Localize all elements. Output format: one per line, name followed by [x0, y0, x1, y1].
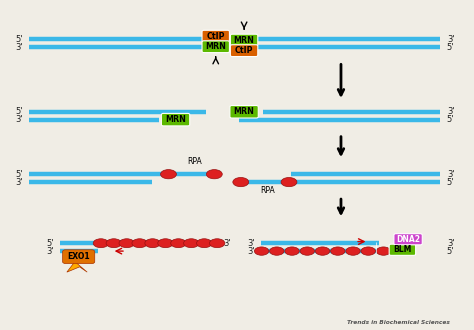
- FancyBboxPatch shape: [161, 114, 190, 126]
- Ellipse shape: [119, 239, 135, 248]
- Ellipse shape: [197, 239, 212, 248]
- Text: EXO1: EXO1: [67, 252, 90, 261]
- Ellipse shape: [376, 247, 391, 255]
- Ellipse shape: [300, 247, 314, 255]
- Text: 5': 5': [447, 115, 455, 124]
- Text: Trends in Biochemical Sciences: Trends in Biochemical Sciences: [347, 320, 450, 325]
- Ellipse shape: [93, 239, 109, 248]
- Text: MRN: MRN: [205, 42, 226, 51]
- Ellipse shape: [206, 170, 222, 179]
- Ellipse shape: [171, 239, 186, 248]
- Text: MRN: MRN: [234, 36, 255, 45]
- Text: 3': 3': [15, 43, 22, 52]
- Text: 3': 3': [15, 115, 22, 124]
- Ellipse shape: [132, 239, 147, 248]
- Text: 3': 3': [447, 35, 455, 44]
- Ellipse shape: [330, 247, 345, 255]
- Text: RPA: RPA: [260, 185, 275, 195]
- Text: 5': 5': [447, 247, 455, 256]
- FancyBboxPatch shape: [63, 250, 95, 264]
- Text: MRN: MRN: [165, 115, 186, 124]
- Ellipse shape: [158, 239, 173, 248]
- Ellipse shape: [106, 239, 121, 248]
- FancyBboxPatch shape: [389, 244, 416, 255]
- Ellipse shape: [255, 247, 269, 255]
- FancyBboxPatch shape: [202, 30, 229, 42]
- Ellipse shape: [281, 178, 297, 187]
- Text: 5': 5': [15, 35, 22, 44]
- Text: 3': 3': [46, 247, 54, 256]
- FancyBboxPatch shape: [230, 34, 258, 46]
- Text: 5': 5': [447, 43, 455, 52]
- Ellipse shape: [183, 239, 199, 248]
- Ellipse shape: [270, 247, 284, 255]
- Text: 5': 5': [46, 239, 54, 248]
- Text: BLM: BLM: [393, 245, 411, 254]
- FancyBboxPatch shape: [230, 106, 258, 118]
- FancyBboxPatch shape: [202, 41, 229, 52]
- Text: 3': 3': [447, 239, 455, 248]
- Ellipse shape: [233, 178, 249, 187]
- Ellipse shape: [161, 170, 176, 179]
- Text: RPA: RPA: [187, 157, 202, 166]
- Text: 3': 3': [447, 107, 455, 116]
- Text: 5': 5': [15, 107, 22, 116]
- Ellipse shape: [210, 239, 225, 248]
- Text: MRN: MRN: [234, 107, 255, 116]
- Ellipse shape: [361, 247, 375, 255]
- Text: CtIP: CtIP: [235, 46, 253, 55]
- Text: 5': 5': [447, 178, 455, 186]
- Text: 3': 3': [15, 178, 22, 186]
- Text: CtIP: CtIP: [207, 32, 225, 41]
- FancyBboxPatch shape: [230, 45, 258, 56]
- Ellipse shape: [285, 247, 299, 255]
- Text: DNA2: DNA2: [396, 235, 420, 244]
- Text: 5': 5': [15, 170, 22, 179]
- Text: 3': 3': [247, 239, 255, 248]
- Text: 3': 3': [247, 247, 255, 256]
- Text: 3': 3': [224, 239, 231, 248]
- Ellipse shape: [145, 239, 160, 248]
- Text: 3': 3': [447, 170, 455, 179]
- Ellipse shape: [315, 247, 330, 255]
- FancyBboxPatch shape: [394, 234, 422, 245]
- Ellipse shape: [346, 247, 360, 255]
- PathPatch shape: [67, 262, 87, 272]
